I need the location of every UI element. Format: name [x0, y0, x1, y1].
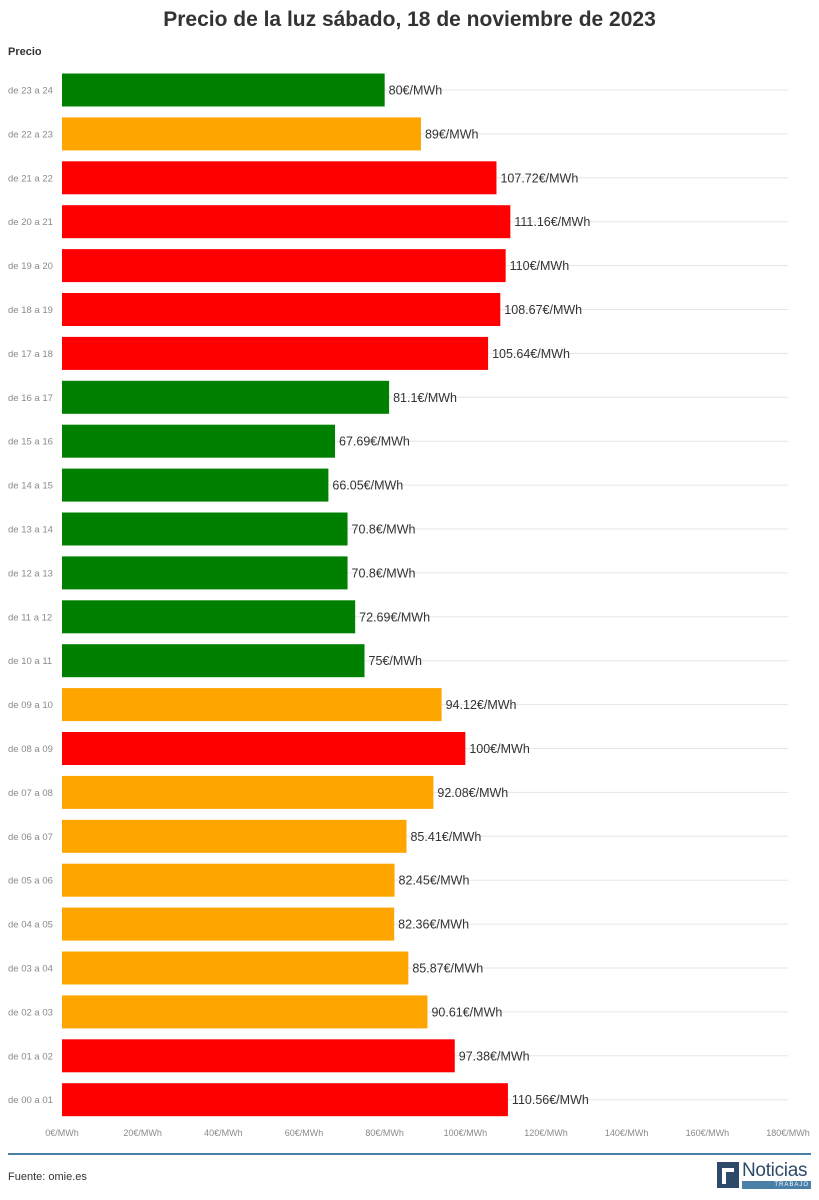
x-tick-label: 100€/MWh [444, 1128, 488, 1138]
bar [62, 249, 506, 283]
category-label: de 20 a 21 [8, 217, 53, 228]
category-label: de 16 a 17 [8, 393, 53, 404]
logo-mark-icon [717, 1162, 739, 1188]
bar [62, 380, 390, 414]
bar [62, 907, 395, 941]
category-label: de 19 a 20 [8, 261, 53, 272]
value-label: 92.08€/MWh [437, 786, 508, 800]
bar [62, 556, 348, 590]
category-label: de 10 a 11 [8, 656, 52, 667]
value-label: 110€/MWh [510, 259, 570, 273]
bar [62, 644, 365, 678]
value-label: 94.12€/MWh [446, 698, 517, 712]
value-label: 72.69€/MWh [359, 610, 430, 624]
bar [62, 775, 434, 809]
x-tick-label: 80€/MWh [365, 1128, 404, 1138]
value-label: 100€/MWh [469, 742, 529, 756]
value-label: 81.1€/MWh [393, 391, 457, 405]
category-label: de 22 a 23 [8, 129, 53, 140]
value-label: 85.41€/MWh [410, 830, 481, 844]
source-note: Fuente: omie.es [8, 1171, 87, 1183]
category-label: de 21 a 22 [8, 173, 53, 184]
category-label: de 03 a 04 [8, 964, 53, 975]
category-label: de 01 a 02 [8, 1051, 53, 1062]
bar [62, 161, 497, 195]
bar [62, 995, 428, 1029]
x-tick-label: 0€/MWh [45, 1128, 79, 1138]
value-label: 85.87€/MWh [412, 962, 483, 976]
value-label: 75€/MWh [369, 654, 423, 668]
category-label: de 14 a 15 [8, 481, 53, 492]
footer-divider [8, 1153, 811, 1155]
value-label: 82.36€/MWh [398, 918, 469, 932]
x-tick-label: 140€/MWh [605, 1128, 649, 1138]
bar [62, 73, 385, 107]
bar [62, 688, 442, 722]
value-label: 111.16€/MWh [514, 215, 590, 229]
value-label: 89€/MWh [425, 127, 479, 141]
bar [62, 600, 356, 634]
category-label: de 15 a 16 [8, 437, 53, 448]
bar [62, 732, 466, 765]
category-label: de 12 a 13 [8, 568, 53, 579]
bar [62, 951, 409, 985]
value-label: 110.56€/MWh [512, 1093, 589, 1107]
value-label: 105.64€/MWh [492, 347, 570, 361]
x-tick-label: 20€/MWh [123, 1128, 162, 1138]
category-label: de 04 a 05 [8, 920, 53, 931]
category-label: de 17 a 18 [8, 349, 53, 360]
x-tick-label: 160€/MWh [686, 1128, 730, 1138]
category-label: de 02 a 03 [8, 1007, 53, 1018]
bar [62, 863, 395, 897]
bar [62, 293, 501, 326]
brand-logo: Noticias TRABAJO [717, 1160, 811, 1190]
bar [62, 468, 329, 502]
y-axis-label: Precio [8, 46, 42, 58]
bar [62, 424, 336, 458]
category-label: de 09 a 10 [8, 700, 53, 711]
value-label: 70.8€/MWh [352, 523, 416, 537]
bar [62, 512, 348, 546]
category-label: de 13 a 14 [8, 525, 53, 536]
grid-layer [62, 89, 788, 1101]
category-label: de 23 a 24 [8, 86, 53, 97]
value-label: 70.8€/MWh [352, 566, 416, 580]
x-tick-label: 40€/MWh [204, 1128, 243, 1138]
bar-chart: de 23 a 24 de 22 a 23 de 21 a 22 de 20 a 21… [8, 73, 810, 1138]
category-label: de 08 a 09 [8, 744, 53, 755]
value-label: 97.38€/MWh [459, 1049, 530, 1063]
value-label: 82.45€/MWh [399, 874, 470, 888]
category-label: de 00 a 01 [8, 1095, 53, 1106]
category-label: de 11 a 12 [8, 612, 52, 623]
bar [62, 819, 407, 853]
value-label: 67.69€/MWh [339, 435, 410, 449]
value-label: 90.61€/MWh [431, 1005, 502, 1019]
value-labels: 80€/MWh 89€/MWh 107.72€/MWh 111.16€/MWh 110€… [332, 84, 590, 1108]
category-label: de 05 a 06 [8, 876, 53, 887]
category-label: de 07 a 08 [8, 788, 53, 799]
value-label: 66.05€/MWh [332, 479, 403, 493]
bar [62, 205, 511, 239]
chart-title: Precio de la luz sábado, 18 de noviembre… [163, 8, 656, 31]
category-labels: de 23 a 24 de 22 a 23 de 21 a 22 de 20 a 21… [8, 86, 53, 1107]
bar [62, 336, 489, 370]
value-label: 80€/MWh [389, 84, 443, 98]
bar-layer [62, 73, 511, 1117]
x-tick-label: 120€/MWh [524, 1128, 568, 1138]
x-tick-labels: 0€/MWh 20€/MWh 40€/MWh 60€/MWh 80€/MWh 100€/M… [45, 1128, 810, 1138]
x-tick-label: 180€/MWh [766, 1128, 810, 1138]
value-label: 107.72€/MWh [500, 171, 578, 185]
bar [62, 1039, 455, 1073]
x-tick-label: 60€/MWh [285, 1128, 324, 1138]
logo-word: Noticias [742, 1160, 808, 1181]
bar [62, 117, 421, 151]
bar [62, 1083, 508, 1117]
value-label: 108.67€/MWh [504, 303, 582, 317]
category-label: de 18 a 19 [8, 305, 53, 316]
category-label: de 06 a 07 [8, 832, 53, 843]
logo-sub: TRABAJO [742, 1181, 811, 1189]
